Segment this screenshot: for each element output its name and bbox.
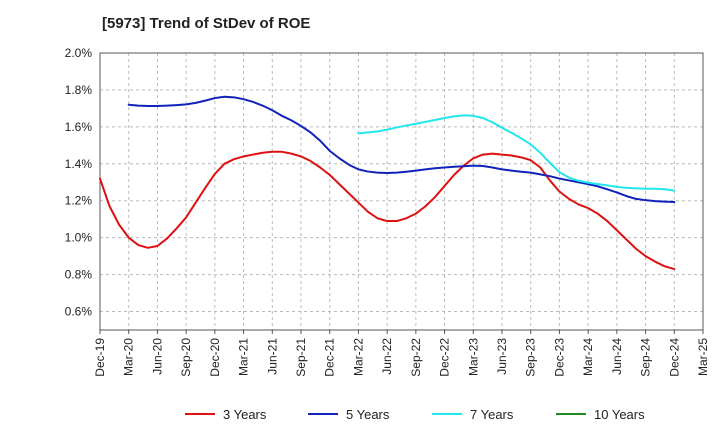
x-tick-label: Mar-23 [466,338,480,376]
x-tick-label: Mar-20 [122,338,136,376]
y-tick-label: 1.4% [65,157,93,171]
y-tick-label: 1.8% [65,83,93,97]
series-line-3-years [99,150,676,271]
x-tick-label: Jun-24 [610,338,624,375]
x-tick-label: Mar-21 [237,338,251,376]
y-tick-label: 1.6% [65,120,93,134]
x-tick-label: Dec-24 [667,338,681,377]
y-tick-label: 1.2% [65,194,93,208]
x-tick-label: Dec-23 [552,338,566,377]
x-tick-label: Mar-24 [581,338,595,376]
x-tick-label: Jun-23 [495,338,509,375]
x-tick-label: Jun-20 [150,338,164,375]
legend: 3 Years 5 Years 7 Years 10 Years [185,407,645,422]
x-tick-label: Jun-22 [380,338,394,375]
x-tick-label: Dec-22 [438,338,452,377]
x-tick-label: Sep-24 [639,338,653,377]
legend-label: 7 Years [470,407,514,422]
series-layer [99,95,676,271]
x-tick-label: Dec-20 [208,338,222,377]
legend-label: 10 Years [594,407,645,422]
x-tick-label: Dec-21 [323,338,337,377]
x-tick-label: Dec-19 [93,338,107,377]
series-line-5-years [127,95,676,204]
axis-layer: 2.0% 1.8% 1.6% 1.4% 1.2% 1.0% 0.8% 0.6% Dec-19 Ma… [65,46,710,377]
plot-frame [99,52,704,331]
x-tick-label: Sep-21 [294,338,308,377]
chart-title: [5973] Trend of StDev of ROE [102,15,310,32]
y-tick-label: 2.0% [65,46,93,60]
legend-label: 5 Years [346,407,390,422]
x-tick-label: Sep-22 [409,338,423,377]
series-line-7-years [357,114,676,192]
x-tick-label: Jun-21 [265,338,279,375]
y-tick-label: 1.0% [65,231,93,245]
y-tick-label: 0.8% [65,268,93,282]
y-tick-label: 0.6% [65,305,93,319]
x-tick-label: Mar-25 [696,338,710,376]
x-tick-label: Mar-22 [351,338,365,376]
x-tick-label: Sep-20 [179,338,193,377]
x-tick-label: Sep-23 [524,338,538,377]
legend-label: 3 Years [223,407,267,422]
